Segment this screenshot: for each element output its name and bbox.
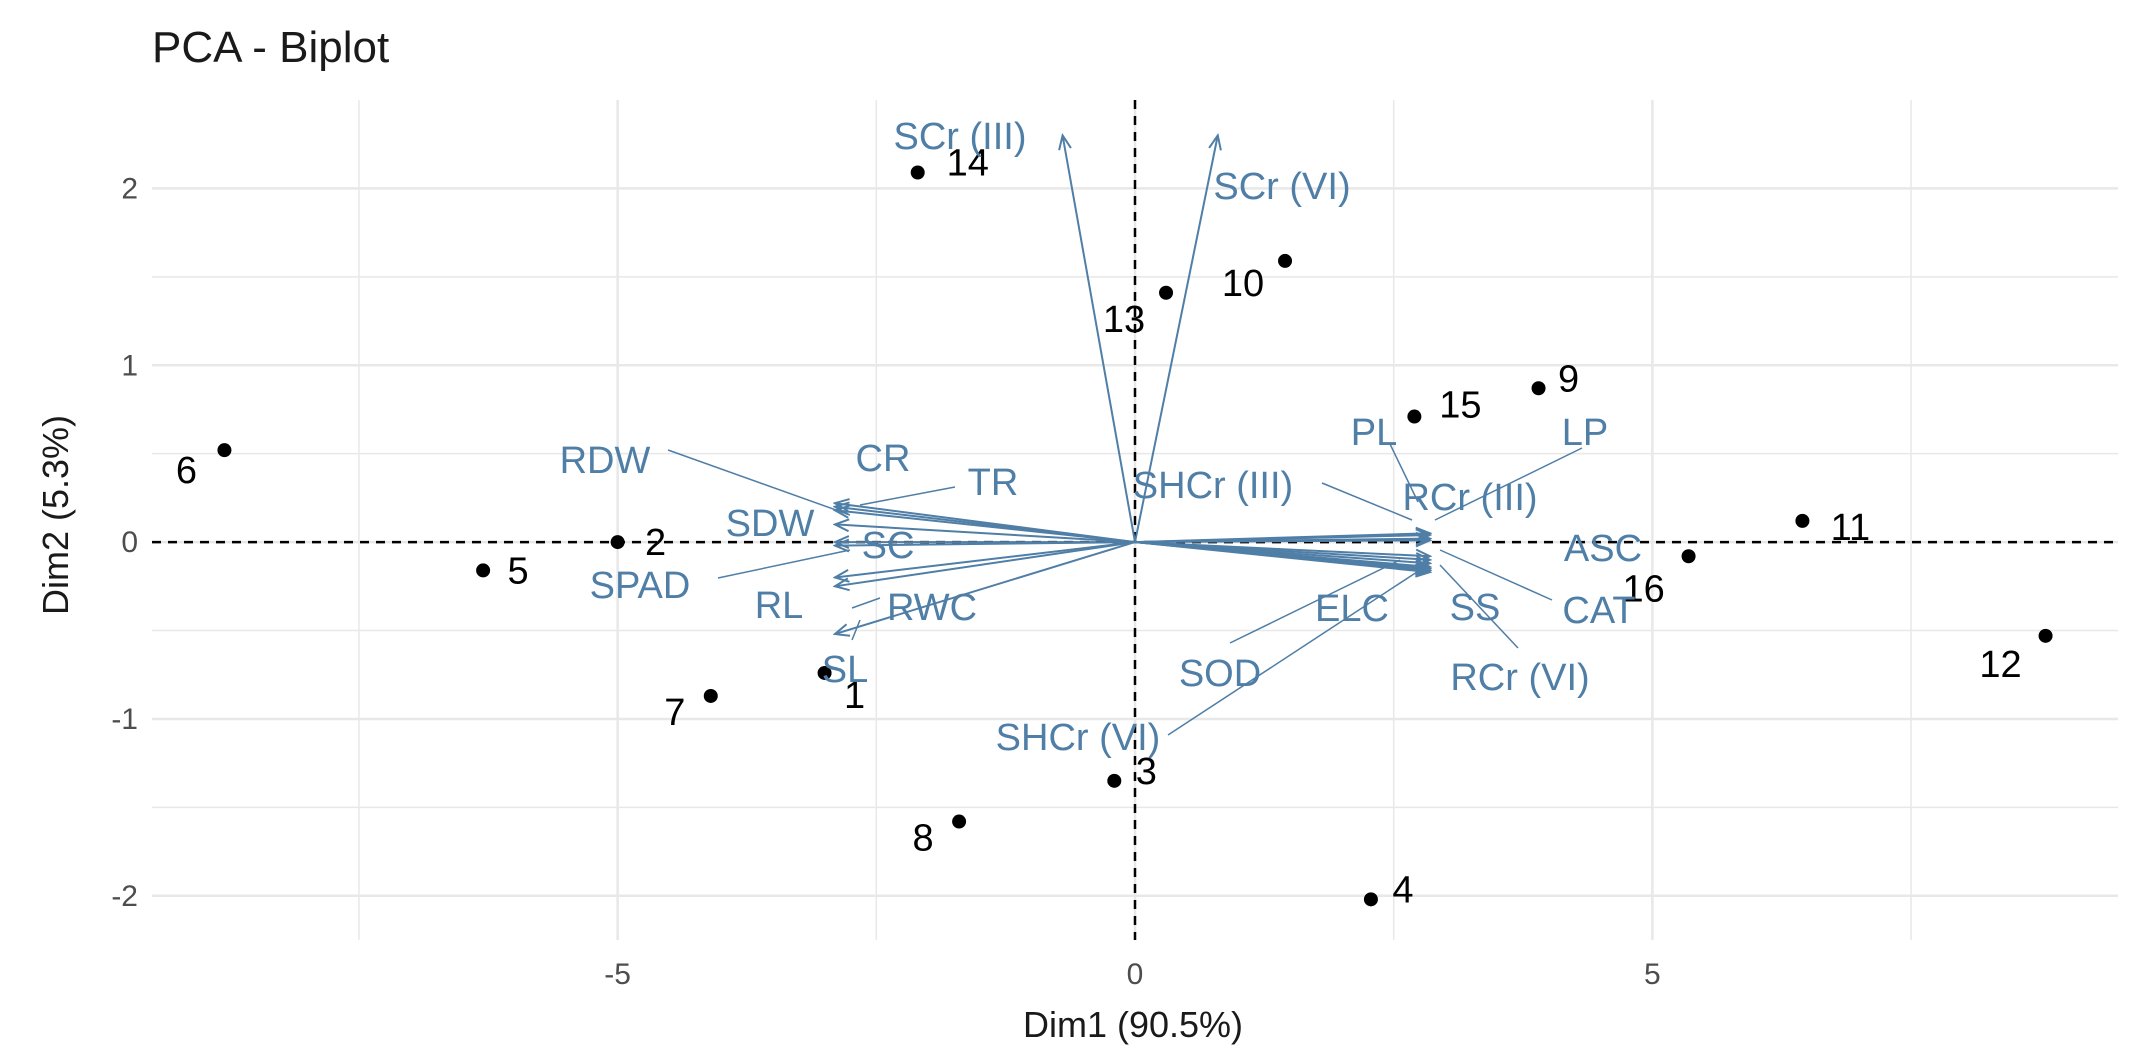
variable-label: RCr (VI) (1450, 657, 1589, 699)
variable-label: RCr (III) (1402, 477, 1537, 519)
variable-label-leader (667, 449, 851, 516)
variable-label-leader (1389, 443, 1419, 503)
individual-point (1278, 253, 1293, 268)
individual-label: 7 (664, 692, 685, 734)
y-tick-label: -2 (111, 880, 138, 913)
individual-label: 13 (1103, 299, 1145, 341)
variable-arrow (1134, 135, 1218, 543)
individual-point (476, 563, 491, 578)
individual-point (1159, 285, 1174, 300)
individual-point (2038, 628, 2053, 643)
variable-label-leader (1439, 549, 1553, 601)
variable-label-leader (1439, 564, 1519, 649)
x-axis-title: Dim1 (90.5%) (1023, 1004, 1243, 1045)
variable-label-leader (717, 549, 851, 579)
variable-label: RWC (887, 587, 977, 629)
variable-arrow (835, 542, 1136, 546)
x-tick-label: -5 (604, 958, 631, 991)
variable-label: SCr (III) (894, 116, 1027, 158)
individual-label: 15 (1439, 385, 1481, 427)
individual-label: 12 (1979, 644, 2021, 686)
individual-point (1107, 773, 1122, 788)
variable-arrow (1134, 540, 1430, 542)
variable-label: ASC (1564, 528, 1642, 570)
individual-label: 2 (645, 522, 666, 564)
axis-ticks: -5 0 5 -2 -1 0 1 2 (111, 172, 1660, 991)
individual-point (703, 688, 718, 703)
variable-label-leader (1321, 482, 1413, 521)
y-tick-label: 0 (121, 526, 138, 559)
variable-arrow (835, 541, 1136, 586)
individual-point (1681, 549, 1696, 564)
chart-title: PCA - Biplot (152, 23, 389, 72)
individual-point (1531, 381, 1546, 396)
individual-label: 3 (1136, 751, 1157, 793)
individual-point (952, 814, 967, 829)
variable-label: SHCr (III) (1133, 465, 1293, 507)
variable-label: RL (755, 585, 804, 627)
variable-label: SS (1450, 587, 1501, 629)
individual-point (1795, 513, 1810, 528)
individual-point (910, 165, 925, 180)
variable-arrows (835, 135, 1430, 634)
variable-label-leader (851, 619, 861, 641)
variable-label: LP (1562, 412, 1608, 454)
individual-label: 4 (1392, 869, 1413, 911)
individual-label: 6 (176, 450, 197, 492)
variable-label: SC (862, 525, 915, 567)
y-axis-title: Dim2 (5.3%) (35, 415, 76, 615)
variable-label: SDW (726, 503, 815, 545)
y-tick-label: -1 (111, 703, 138, 736)
individual-point (817, 665, 832, 680)
variable-label: SL (822, 649, 868, 691)
individual-label: 14 (947, 143, 989, 185)
variable-arrow (835, 524, 1136, 544)
variable-label: SHCr (VI) (996, 717, 1161, 759)
individual-point (610, 535, 625, 550)
variable-label: SOD (1179, 653, 1261, 695)
variable-arrow (1134, 541, 1430, 572)
variable-label: SPAD (590, 565, 691, 607)
variable-arrow (835, 541, 1136, 577)
variable-label-leader (1167, 569, 1421, 736)
x-tick-label: 0 (1127, 958, 1144, 991)
variable-arrow (835, 541, 1136, 634)
variable-arrow (1063, 135, 1136, 543)
variable-label: TR (968, 462, 1019, 504)
y-tick-label: 1 (121, 349, 138, 382)
variable-label: CR (856, 438, 911, 480)
variable-arrow (835, 503, 1136, 544)
variable-label: PL (1351, 412, 1397, 454)
individual-points (217, 165, 2053, 907)
individual-point (1363, 892, 1378, 907)
variable-label: RDW (560, 440, 651, 482)
variable-label: CAT (1562, 590, 1635, 632)
individual-label: 9 (1558, 358, 1579, 400)
variable-label-leader (1434, 447, 1583, 521)
x-tick-label: 5 (1644, 958, 1661, 991)
variable-label-leader (851, 597, 881, 609)
variable-arrow (835, 510, 1136, 544)
individual-label: 8 (913, 818, 934, 860)
variable-label: SCr (VI) (1213, 166, 1350, 208)
individual-label: 11 (1831, 507, 1870, 549)
individual-point (1407, 409, 1422, 424)
individual-point (217, 443, 232, 458)
variable-label-leader (859, 486, 956, 506)
individual-label: 5 (508, 550, 529, 592)
variable-label: ELC (1315, 588, 1389, 630)
individual-label: 16 (1622, 568, 1664, 610)
individual-label: 1 (844, 675, 865, 717)
individual-label: 10 (1222, 263, 1264, 305)
variable-label-leader (1229, 559, 1401, 644)
y-tick-label: 2 (121, 172, 138, 205)
